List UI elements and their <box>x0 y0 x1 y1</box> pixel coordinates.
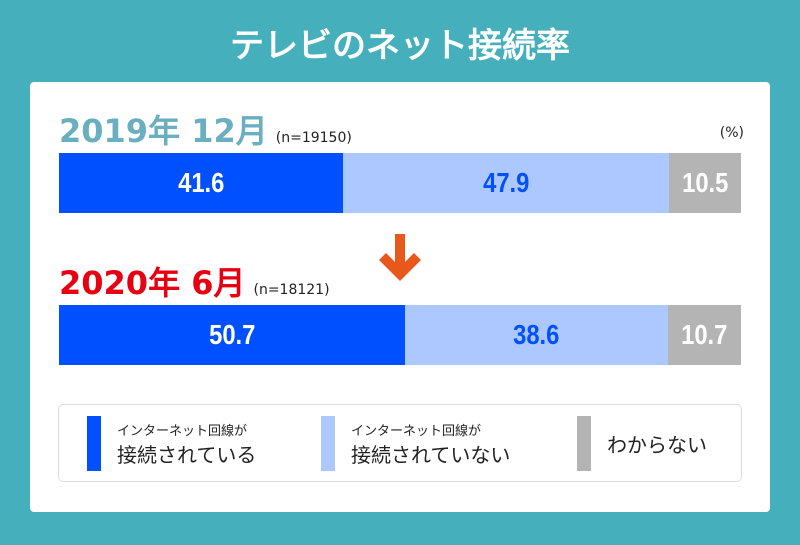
sample-size: (n=18121) <box>253 282 330 298</box>
data-label: 38.6 <box>513 319 560 350</box>
legend-item-unknown: わからない <box>577 416 707 471</box>
bar-segment: 41.6 <box>59 153 343 213</box>
category-label: 2019年 12月 <box>59 112 268 150</box>
bar-segment: 50.7 <box>59 305 405 365</box>
data-label: 47.9 <box>482 167 530 198</box>
stacked-bar-2019: 41.6 47.9 10.5 <box>59 153 741 213</box>
legend-item-not-connected: インターネット回線が接続されていない <box>321 416 510 471</box>
stacked-bar-2020: 50.7 38.6 10.7 <box>59 305 741 365</box>
chart-title: テレビのネット接続率 <box>230 26 570 66</box>
data-label: 10.7 <box>681 319 728 350</box>
bar-segment: 10.7 <box>668 305 741 365</box>
data-label: 50.7 <box>208 319 256 350</box>
legend-label: 接続されている <box>117 442 257 467</box>
legend-label-small: インターネット回線が <box>351 423 482 439</box>
bar-segment: 47.9 <box>342 153 670 213</box>
down-arrow-icon <box>379 234 421 281</box>
unit-label: (%) <box>719 125 744 141</box>
legend-label: わからない <box>607 433 707 457</box>
legend: インターネット回線が接続されている インターネット回線が接続されていない わから… <box>58 404 742 482</box>
bar-segment: 10.5 <box>669 153 741 213</box>
legend-label: 接続されていない <box>351 442 511 467</box>
category-label: 2020年 6月 <box>59 264 246 302</box>
legend-item-connected: インターネット回線が接続されている <box>87 416 256 471</box>
period-label-2019: 2019年 12月 (n=19150) <box>59 106 352 152</box>
legend-swatch <box>87 416 101 471</box>
period-label-2020: 2020年 6月 (n=18121) <box>59 258 330 304</box>
legend-swatch <box>577 416 591 471</box>
sample-size: (n=19150) <box>275 130 352 146</box>
legend-swatch <box>321 416 335 471</box>
chart-card: 2019年 12月 (n=19150) (%) 41.6 47.9 10.5 2020… <box>30 82 770 512</box>
data-label: 10.5 <box>682 167 729 198</box>
bar-segment: 38.6 <box>404 305 669 365</box>
data-label: 41.6 <box>177 167 225 198</box>
legend-label-small: インターネット回線が <box>117 423 248 439</box>
